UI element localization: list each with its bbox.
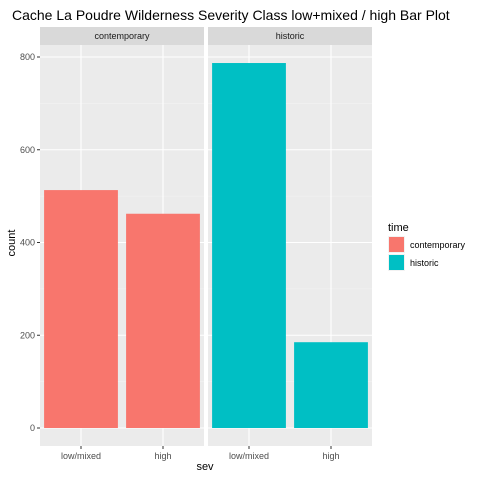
bar-historic-1: [294, 342, 368, 428]
y-tick-label: 400: [20, 238, 35, 248]
y-tick-label: 0: [30, 423, 35, 433]
facet-panel-contemporary: low/mixed high contemporary: [40, 27, 204, 461]
y-axis-title: count: [6, 230, 18, 257]
x-tick-label: high: [322, 451, 339, 461]
legend-key-contemporary: [389, 237, 404, 252]
y-tick-label: 200: [20, 330, 35, 340]
bar-contemporary-1: [126, 214, 200, 428]
legend-label-historic: historic: [410, 258, 439, 268]
legend-title: time: [388, 222, 409, 234]
facet-panels: low/mixed high contemporary low/mixed high hi…: [40, 27, 372, 461]
y-axis: 0 200 400 600 800: [20, 52, 40, 433]
facet-strip-label: historic: [276, 31, 305, 41]
bar-historic-0: [212, 63, 286, 428]
facet-strip-label: contemporary: [94, 31, 150, 41]
legend-key-historic: [389, 255, 404, 270]
bar-contemporary-0: [44, 190, 118, 428]
y-tick-label: 800: [20, 52, 35, 62]
y-tick-label: 600: [20, 145, 35, 155]
x-tick-label: low/mixed: [61, 451, 101, 461]
chart-title: Cache La Poudre Wilderness Severity Clas…: [12, 7, 450, 23]
x-axis-title: sev: [196, 461, 214, 473]
x-tick-label: low/mixed: [229, 451, 269, 461]
legend-label-contemporary: contemporary: [410, 240, 466, 250]
x-tick-label: high: [154, 451, 171, 461]
facet-panel-historic: low/mixed high historic: [208, 27, 372, 461]
